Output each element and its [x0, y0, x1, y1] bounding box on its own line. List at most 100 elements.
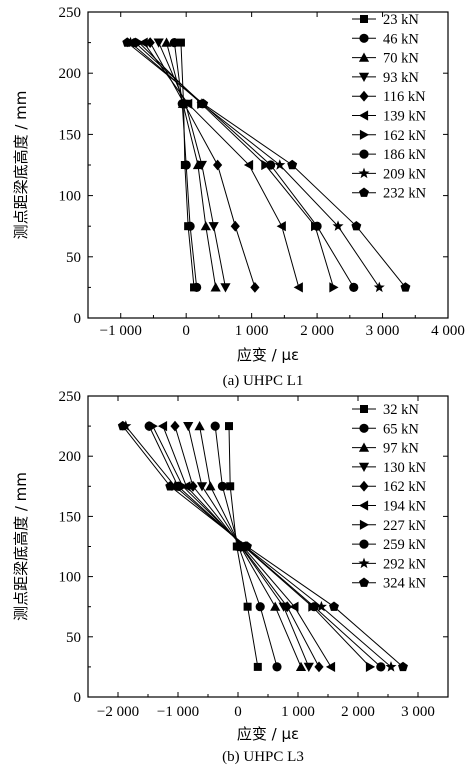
x-tick-label: −2 000 — [97, 704, 139, 720]
y-axis-title: 测点距梁底高度 / mm — [12, 472, 30, 621]
y-tick-label: 100 — [59, 189, 82, 205]
legend-marker — [359, 187, 369, 197]
data-point — [312, 221, 322, 231]
data-point — [282, 601, 292, 613]
data-point — [176, 38, 185, 47]
legend-label: 93 kN — [383, 70, 419, 86]
data-point — [242, 541, 252, 551]
data-point — [266, 160, 276, 170]
data-point — [225, 422, 233, 431]
data-point — [210, 421, 220, 431]
data-point — [183, 422, 194, 432]
x-tick-label: 1 000 — [281, 704, 315, 720]
data-point — [196, 482, 208, 492]
data-point — [325, 661, 336, 672]
data-point — [185, 221, 195, 231]
data-point — [157, 421, 168, 432]
data-point — [293, 282, 303, 293]
legend-marker — [359, 539, 369, 549]
data-point — [210, 282, 221, 292]
data-point — [274, 159, 286, 170]
legend-label: 292 kN — [383, 556, 427, 572]
legend-marker — [358, 442, 370, 452]
data-point — [243, 159, 254, 171]
data-point — [289, 601, 299, 612]
y-tick-label: 100 — [59, 570, 82, 586]
data-point — [376, 662, 386, 672]
data-point — [400, 282, 411, 292]
legend-label: 97 kN — [383, 441, 419, 457]
y-tick-label: 150 — [59, 509, 82, 525]
y-tick-label: 0 — [74, 690, 82, 706]
x-tick-label: 4 000 — [431, 323, 465, 339]
legend-marker — [358, 110, 369, 121]
y-tick-label: 0 — [74, 311, 82, 327]
data-point — [117, 420, 128, 431]
legend-label: 116 kN — [383, 89, 426, 105]
legend-marker — [358, 500, 369, 511]
series-8 — [144, 421, 386, 672]
series-10 — [122, 37, 411, 292]
series-7 — [134, 37, 339, 293]
legend-marker — [359, 577, 369, 587]
legend-label: 324 kN — [383, 576, 427, 592]
data-point — [230, 220, 240, 232]
x-tick-label: 0 — [182, 323, 190, 339]
data-point — [365, 661, 376, 672]
y-tick-label: 50 — [66, 630, 81, 646]
legend-label: 162 kN — [383, 128, 427, 144]
legend-label: 162 kN — [383, 479, 427, 495]
data-point — [243, 602, 252, 611]
data-point — [253, 662, 262, 671]
legend-marker — [359, 129, 370, 140]
legend-label: 65 kN — [383, 421, 419, 437]
legend-label: 209 kN — [383, 166, 427, 182]
data-point — [255, 602, 265, 612]
data-point — [295, 661, 307, 671]
legend-label: 227 kN — [383, 518, 427, 534]
data-point — [314, 661, 324, 673]
series-10 — [117, 420, 408, 672]
legend-label: 259 kN — [383, 537, 427, 553]
data-point — [250, 282, 260, 293]
legend-label: 32 kN — [383, 402, 419, 418]
legend-marker — [360, 15, 368, 23]
y-tick-label: 200 — [59, 449, 82, 465]
x-tick-label: −1 000 — [100, 323, 142, 339]
legend-marker — [359, 33, 369, 43]
data-point — [198, 98, 209, 109]
x-axis-title: 应变 / με — [237, 346, 299, 364]
data-point — [287, 159, 298, 170]
data-point — [153, 38, 164, 48]
legend-marker — [358, 72, 370, 82]
legend: 32 kN 65 kN 97 kN 130 kN 162 kN 194 kN 227 kN 2… — [352, 402, 427, 592]
data-point — [329, 601, 339, 611]
legend-label: 70 kN — [383, 51, 419, 67]
data-point — [208, 222, 219, 232]
legend-marker — [358, 557, 370, 569]
data-point — [217, 481, 227, 491]
x-tick-label: 2 000 — [341, 704, 375, 720]
data-point — [196, 160, 207, 171]
legend-marker — [358, 167, 370, 179]
data-point — [122, 37, 133, 47]
data-point — [226, 482, 235, 491]
data-point — [165, 481, 176, 491]
legend-label: 186 kN — [383, 147, 427, 163]
series-7 — [148, 421, 376, 672]
legend-marker — [359, 90, 369, 102]
data-point — [213, 159, 223, 171]
data-point — [385, 661, 397, 672]
data-point — [192, 282, 202, 292]
legend-marker — [360, 405, 368, 413]
y-tick-label: 50 — [66, 250, 81, 266]
legend-marker — [359, 519, 370, 530]
legend-marker — [359, 423, 369, 433]
data-point — [188, 480, 198, 492]
legend-marker — [359, 480, 369, 492]
data-point — [144, 421, 154, 431]
legend-label: 194 kN — [383, 499, 427, 515]
series-line — [130, 42, 380, 288]
data-point — [303, 662, 314, 672]
